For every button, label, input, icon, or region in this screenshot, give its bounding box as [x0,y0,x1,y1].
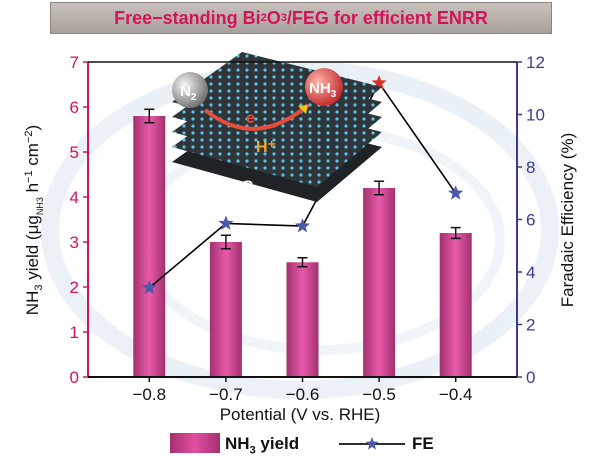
right-tick-label: 0 [526,368,535,387]
bar [439,233,472,377]
fe-series [141,75,464,295]
x-tick-label: −0.8 [133,385,167,404]
right-tick-label: 2 [526,316,535,335]
legend-fe-label: FE [412,434,434,453]
nh3-label: NH [309,80,331,97]
left-axis-label: NH3 yield (μgNH3 h−1 cm−2) [23,125,45,315]
right-tick-label: 4 [526,263,535,282]
n2-label: N [180,83,191,100]
n2-molecule-icon [172,72,208,108]
right-axis-label: Faradaic Efficiency (%) [558,133,577,307]
left-ticks: 0 1 2 3 4 5 6 7 [70,53,88,387]
x-ticks: −0.8 −0.7 −0.6 −0.5 −0.4 [133,377,473,404]
fe-point [218,215,234,230]
bar [286,262,319,377]
bar [133,116,166,377]
fe-point [448,185,464,200]
right-tick-label: 12 [526,53,545,72]
chart-title: Free−standing Bi 2 O 3/FEG for efficient EN… [50,2,552,34]
error-bars [144,108,461,268]
left-tick-label: 6 [70,98,79,117]
fe-point [294,218,311,233]
inset-illustration: N2 NH3 e H⁺ Bi2O3/FEG [172,52,382,202]
reaction-arrow-icon [203,103,310,131]
left-tick-label: 2 [70,278,79,297]
x-tick-label: −0.6 [286,385,320,404]
x-tick-label: −0.5 [362,385,396,404]
bar-series [133,116,472,377]
left-tick-label: 5 [70,143,79,162]
left-tick-label: 0 [70,368,79,387]
material-label: Bi2O3/FEG [172,177,254,199]
right-tick-label: 10 [526,106,545,125]
electron-label: e [246,110,255,127]
svg-text:N2: N2 [180,83,197,103]
right-tick-label: 8 [526,158,535,177]
left-tick-label: 1 [70,323,79,342]
x-tick-label: −0.7 [209,385,243,404]
bar [209,242,242,377]
legend-fe-line-icon [339,437,405,450]
svg-text:NH3: NH3 [309,80,337,100]
proton-label: H⁺ [256,139,276,156]
legend-bar-swatch [170,433,220,453]
x-tick-label: −0.4 [439,385,473,404]
fe-point [141,279,157,295]
right-tick-label: 6 [526,211,535,230]
fe-point [371,75,387,90]
left-tick-label: 7 [70,53,79,72]
x-axis-label: Potential (V vs. RHE) [220,405,381,424]
nh3-molecule-icon [305,68,343,106]
legend-nh3-label: NH3 yield [225,434,300,456]
left-tick-label: 3 [70,233,79,252]
legend: NH3 yield FE [0,428,591,456]
right-ticks: 0 2 4 6 8 10 12 [517,53,545,387]
bar [363,188,396,377]
left-tick-label: 4 [70,188,79,207]
